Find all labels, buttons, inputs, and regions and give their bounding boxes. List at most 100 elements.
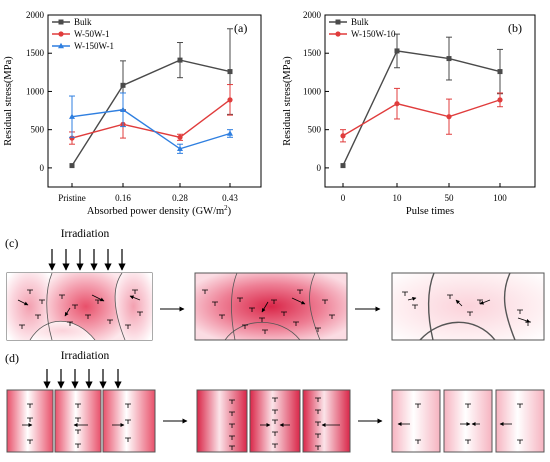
chart-a-panel-label: (a) [234,21,247,35]
dislocation-symbol [315,445,321,450]
data-point [335,31,341,37]
y-tick-label: 0 [317,163,322,173]
y-tick-label: 0 [40,163,45,173]
stress-arrow [407,296,417,301]
data-point [227,97,233,103]
stress-arrow [261,301,269,313]
x-tick-label: 0 [341,193,346,203]
y-tick-label: 1000 [26,86,45,96]
x-tick-label: 100 [493,193,507,203]
dislocation-symbol [125,419,131,424]
chart-b-ylabel: Residual stress(MPa) [282,56,293,146]
dislocation-symbol [125,403,131,408]
y-tick-label: 2000 [26,10,45,20]
dislocation-symbol [465,439,471,444]
dislocation-symbol [125,437,131,442]
dislocation-symbol [272,419,278,424]
legend-label: Bulk [351,17,369,27]
x-tick-label: 0.16 [115,193,131,203]
dislocation-symbol [229,411,235,416]
series-line [342,99,501,137]
y-tick-label: 500 [308,125,322,135]
dislocation-symbol [465,403,471,408]
dislocation-symbol [75,429,81,434]
dislocation-symbol [271,299,277,304]
schematic-d-box-1 [6,389,156,453]
dislocation-symbol [517,309,523,314]
y-tick-label: 2000 [303,10,322,20]
legend-entry: Bulk [329,17,369,27]
stress-arrow [517,317,531,323]
schematic-c-label: (c) [5,236,18,250]
schematic-c: (c) Irradiation [5,228,545,341]
x-tick-label: 50 [445,193,455,203]
stress-arrow [455,299,463,307]
dislocation-symbol [229,435,235,440]
dislocation-symbol [402,291,408,296]
dislocation-symbol [272,431,278,436]
y-tick-label: 1000 [303,86,322,96]
irradiation-arrows-c [48,249,126,271]
legend-entry: W-50W-1 [52,29,110,39]
schematic-c-box-3 [391,272,545,341]
legend-entry: W-150W-10 [329,29,396,39]
data-point [58,31,64,37]
data-point [120,82,126,88]
data-point [335,19,341,25]
series-line [71,109,231,150]
dislocation-symbol [272,409,278,414]
dislocation-symbol [202,289,208,294]
dislocation-symbol [27,289,33,294]
data-point [69,135,75,141]
dislocation-symbol [59,294,65,299]
x-tick-label: 0.43 [222,193,238,203]
dislocation-symbol [415,439,421,444]
series-w-150w-10 [340,87,503,143]
dislocation-symbol [517,403,523,408]
dislocation-symbol [39,299,45,304]
dislocation-symbol [415,403,421,408]
series-bulk [340,33,503,169]
dislocation-symbol [229,399,235,404]
dislocation-symbol [219,314,225,319]
irradiation-arrows-d [43,369,122,389]
dislocation-symbol [412,304,418,309]
legend-label: Bulk [74,17,92,27]
dislocation-symbol [237,297,243,302]
data-point [497,69,503,75]
dislocation-symbol [293,321,299,326]
stress-arrow [91,294,105,302]
dislocation-symbol [27,439,33,444]
dislocation-symbol [315,327,321,332]
schematic-d-dislocations [22,397,523,450]
data-point [227,69,233,75]
dislocation-symbol [229,445,235,450]
chart-b: 0 500 1000 1500 2000 0 10 50 100 (b) Residual st… [282,10,536,217]
data-point [69,113,75,119]
data-point [177,134,183,140]
legend-label: W-150W-1 [74,41,114,51]
series-line [71,99,231,139]
dislocation-symbol [75,417,81,422]
data-point [177,57,183,63]
series-line [71,59,231,166]
data-point [446,114,452,120]
dislocation-symbol [212,301,218,306]
data-point [340,163,346,169]
schematic-d-box-2 [196,389,351,453]
data-point [446,56,452,62]
schematic-d: (d) Irradiation [5,350,545,453]
dislocation-symbol [315,409,321,414]
dislocation-symbol [242,324,248,329]
dislocation-symbol [259,317,265,322]
dislocation-symbol [35,314,41,319]
stress-arrow [291,297,306,305]
legend-entry: W-150W-1 [52,41,114,51]
dislocation-symbol [75,403,81,408]
dislocation-symbol [272,397,278,402]
dislocation-symbol [249,307,255,312]
dislocation-symbol [85,314,91,319]
data-point [177,145,183,151]
dislocation-symbol [125,324,131,329]
